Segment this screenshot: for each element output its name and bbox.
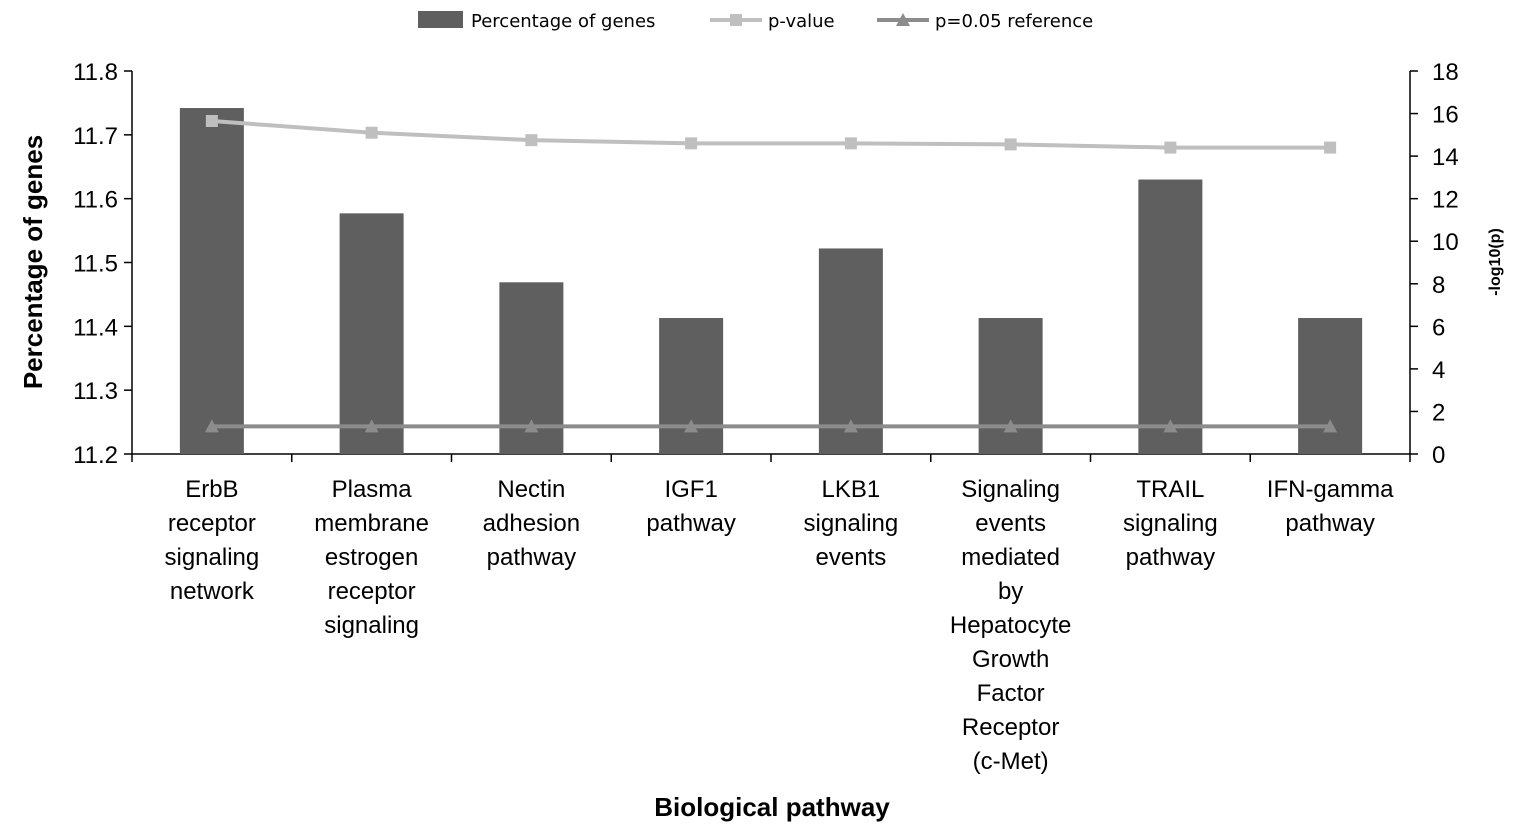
category-label-line: signaling <box>165 544 260 571</box>
line-point <box>1004 138 1017 151</box>
legend-swatch-bar <box>418 11 463 28</box>
category-label-line: signaling <box>1123 510 1218 537</box>
category-label-line: Nectin <box>497 476 565 503</box>
line-point <box>684 419 699 433</box>
line-point <box>1323 419 1338 433</box>
category-label-line: signaling <box>804 510 899 537</box>
category-label: Plasma membrane estrogen receptor signaling <box>314 476 429 639</box>
left-tick-label: 11.6 <box>73 187 118 214</box>
line-point <box>1324 141 1337 154</box>
category-label-line: estrogen <box>325 544 418 571</box>
category-label-line: Growth <box>972 646 1049 673</box>
category-label-line: network <box>170 578 255 605</box>
legend-label: p-value <box>768 11 835 32</box>
left-tick-label: 11.2 <box>73 442 118 469</box>
right-tick-label: 10 <box>1432 229 1459 256</box>
legend-marker <box>896 13 910 26</box>
right-tick-label: 6 <box>1432 314 1445 341</box>
right-tick-label: 4 <box>1432 357 1445 384</box>
bar <box>1138 179 1203 454</box>
left-tick-label: 11.7 <box>73 123 118 150</box>
legend-label: p=0.05 reference <box>935 11 1093 32</box>
bar <box>659 318 724 454</box>
category-label-line: membrane <box>314 510 429 537</box>
category-label: Nectin adhesion pathway <box>483 476 580 571</box>
category-labels: ErbB receptor signaling network Plasma membra… <box>165 476 1395 775</box>
category-label-line: (c-Met) <box>973 748 1049 775</box>
line-point <box>525 134 538 147</box>
category-label: Signaling events mediated by Hepatocyte Growt… <box>950 476 1071 775</box>
category-label-line: ErbB <box>185 476 238 503</box>
line-point <box>365 126 378 139</box>
line-series <box>204 115 1338 433</box>
category-label: IFN-gamma pathway <box>1267 476 1394 537</box>
category-label: IGF1 pathway <box>646 476 735 537</box>
category-label-line: Hepatocyte <box>950 612 1071 639</box>
y-axis-title: Percentage of genes <box>18 135 48 389</box>
category-label-line: pathway <box>1126 544 1215 571</box>
category-label-line: events <box>816 544 887 571</box>
line-point <box>1163 419 1178 433</box>
category-label-line: adhesion <box>483 510 580 537</box>
left-tick-label: 11.3 <box>73 378 118 405</box>
y2-axis-title: -log10(p) <box>1487 228 1504 296</box>
category-label-line: pathway <box>487 544 576 571</box>
bar-series <box>179 108 1363 455</box>
right-tick-label: 8 <box>1432 272 1445 299</box>
line-point <box>205 115 218 128</box>
category-label-line: Signaling <box>961 476 1060 503</box>
line-point <box>364 419 379 433</box>
bar <box>978 318 1043 454</box>
category-label-line: IGF1 <box>664 476 717 503</box>
category-label-line: mediated <box>961 544 1060 571</box>
right-tick-label: 0 <box>1432 442 1445 469</box>
bar <box>179 108 244 455</box>
category-label-line: pathway <box>646 510 735 537</box>
left-tick-label: 11.4 <box>73 314 118 341</box>
series-line <box>211 119 1331 150</box>
right-tick-label: 2 <box>1432 399 1445 426</box>
bar <box>1298 318 1363 454</box>
left-tick-label: 11.8 <box>73 59 118 86</box>
left-y-axis: 11.2 11.3 11.4 11.5 11.6 11.7 11.8 <box>73 59 1411 469</box>
category-label: ErbB receptor signaling network <box>165 476 260 605</box>
legend-marker <box>730 14 742 26</box>
legend-label: Percentage of genes <box>471 11 655 32</box>
category-label-line: IFN-gamma <box>1267 476 1394 503</box>
category-label-line: TRAIL <box>1136 476 1204 503</box>
category-label-line: signaling <box>324 612 419 639</box>
category-label-line: Receptor <box>962 714 1059 741</box>
category-label-line: LKB1 <box>822 476 881 503</box>
right-tick-label: 18 <box>1432 59 1459 86</box>
category-label-line: Plasma <box>332 476 413 503</box>
line-point <box>524 419 539 433</box>
category-label-line: events <box>975 510 1046 537</box>
line-point <box>844 137 857 150</box>
category-label-line: receptor <box>328 578 416 605</box>
line-point <box>1003 419 1018 433</box>
x-axis-title: Biological pathway <box>654 792 890 822</box>
left-tick-label: 11.5 <box>73 251 118 278</box>
right-tick-label: 16 <box>1432 102 1459 129</box>
line-point <box>843 419 858 433</box>
legend: Percentage of genes p-value p=0.05 referen… <box>418 11 1093 32</box>
line-point <box>204 419 219 433</box>
line-point <box>685 137 698 150</box>
bar <box>339 213 404 454</box>
category-label: TRAIL signaling pathway <box>1123 476 1218 571</box>
line-point <box>1164 141 1177 154</box>
category-label-line: receptor <box>168 510 256 537</box>
right-tick-label: 14 <box>1432 144 1459 171</box>
category-label-line: pathway <box>1285 510 1374 537</box>
category-label-line: by <box>998 578 1023 605</box>
category-label: LKB1 signaling events <box>804 476 899 571</box>
right-y-axis: 0 2 4 6 8 10 12 14 16 18 <box>1409 59 1459 469</box>
right-tick-label: 12 <box>1432 187 1459 214</box>
category-label-line: Factor <box>977 680 1045 707</box>
